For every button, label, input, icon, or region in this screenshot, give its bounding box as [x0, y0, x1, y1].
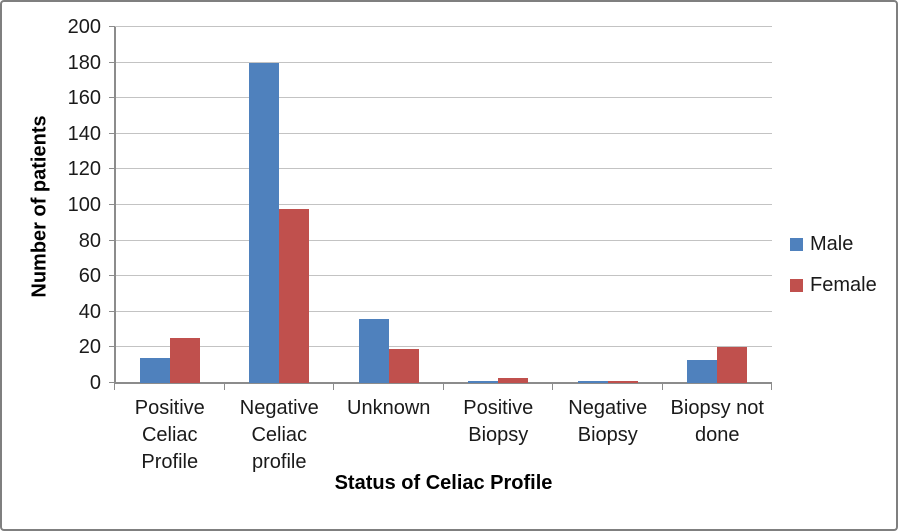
legend-label-female: Female [810, 274, 877, 296]
category-label-line: Celiac [251, 424, 308, 446]
category-label-line: Positive [134, 397, 205, 419]
gridline [115, 204, 772, 205]
gridline [115, 97, 772, 99]
category-label-line: Biopsy [468, 424, 529, 446]
category-label-line: Negative [239, 397, 319, 419]
y-tick-label: 180 [67, 51, 101, 74]
gridline [115, 275, 772, 277]
bar-female-1 [279, 209, 310, 383]
category-label-line: Profile [141, 451, 199, 473]
y-axis-line [114, 27, 116, 384]
category-label-line: Positive [463, 397, 534, 419]
y-tick-mark [109, 382, 115, 383]
gridline [115, 239, 772, 241]
gridline [115, 132, 772, 134]
bar-male-1 [249, 63, 280, 383]
gridline [115, 61, 772, 63]
category-label: Negative Celiac profile [225, 395, 335, 476]
x-tick-mark [661, 384, 663, 390]
y-tick-label: 140 [67, 122, 101, 145]
x-tick-mark [771, 384, 772, 390]
category-label: Positive Biopsy [444, 395, 554, 449]
x-axis-line [115, 382, 772, 384]
y-axis-title: Number of patients [28, 115, 51, 298]
category-label: Unknown [334, 395, 444, 422]
bar-female-5 [717, 347, 748, 383]
category-label: Positive Celiac Profile [115, 395, 225, 476]
category-label-line: profile [252, 451, 307, 473]
legend-entry-female: Female [790, 274, 877, 296]
y-tick-mark [109, 346, 115, 348]
bar-male-4 [577, 381, 608, 383]
y-tick-mark [109, 310, 115, 312]
bar-male-2 [358, 319, 389, 383]
y-tick-mark [109, 204, 115, 205]
category-label: Negative Biopsy [553, 395, 663, 449]
y-tick-label: 160 [67, 87, 101, 110]
category-label-line: Biopsy not [670, 397, 764, 419]
bar-female-3 [498, 378, 529, 383]
y-tick-mark [109, 26, 115, 27]
legend-swatch-female [790, 278, 803, 292]
x-axis-title: Status of Celiac Profile [334, 472, 553, 494]
y-tick-mark [109, 239, 115, 241]
y-tick-mark [109, 168, 115, 170]
legend-swatch-male [790, 237, 803, 251]
category-label-line: done [695, 424, 740, 446]
x-tick-mark [114, 384, 115, 390]
x-tick-mark [442, 384, 444, 390]
legend: Male Female [790, 233, 877, 315]
category-label: Biopsy not done [663, 395, 773, 449]
bar-male-0 [139, 358, 170, 383]
category-label-line: Biopsy [577, 424, 638, 446]
legend-entry-male: Male [790, 233, 877, 255]
y-tick-label: 40 [78, 300, 101, 323]
x-tick-mark [333, 384, 334, 390]
y-tick-mark [109, 132, 115, 134]
y-tick-label: 60 [78, 265, 101, 288]
gridline [115, 310, 772, 312]
category-label-line: Negative [568, 397, 648, 419]
y-tick-label: 100 [67, 194, 101, 216]
y-tick-label: 0 [89, 372, 101, 394]
x-tick-mark [223, 384, 225, 390]
y-tick-label: 80 [78, 229, 101, 252]
y-tick-mark [109, 61, 115, 63]
gridline [115, 346, 772, 348]
bar-male-3 [468, 381, 499, 383]
y-tick-label: 20 [78, 336, 101, 359]
x-tick-mark [552, 384, 553, 390]
bar-male-5 [687, 360, 718, 383]
y-tick-mark [109, 97, 115, 99]
bar-female-2 [388, 349, 419, 383]
gridline [115, 168, 772, 170]
bar-female-0 [169, 338, 200, 383]
y-tick-label: 200 [67, 16, 101, 38]
y-tick-label: 120 [67, 158, 101, 181]
category-label-line: Celiac [141, 424, 198, 446]
gridline [115, 26, 772, 27]
y-tick-mark [109, 275, 115, 277]
category-label-line: Unknown [347, 397, 431, 419]
legend-label-male: Male [810, 233, 854, 255]
bar-female-4 [607, 381, 638, 383]
